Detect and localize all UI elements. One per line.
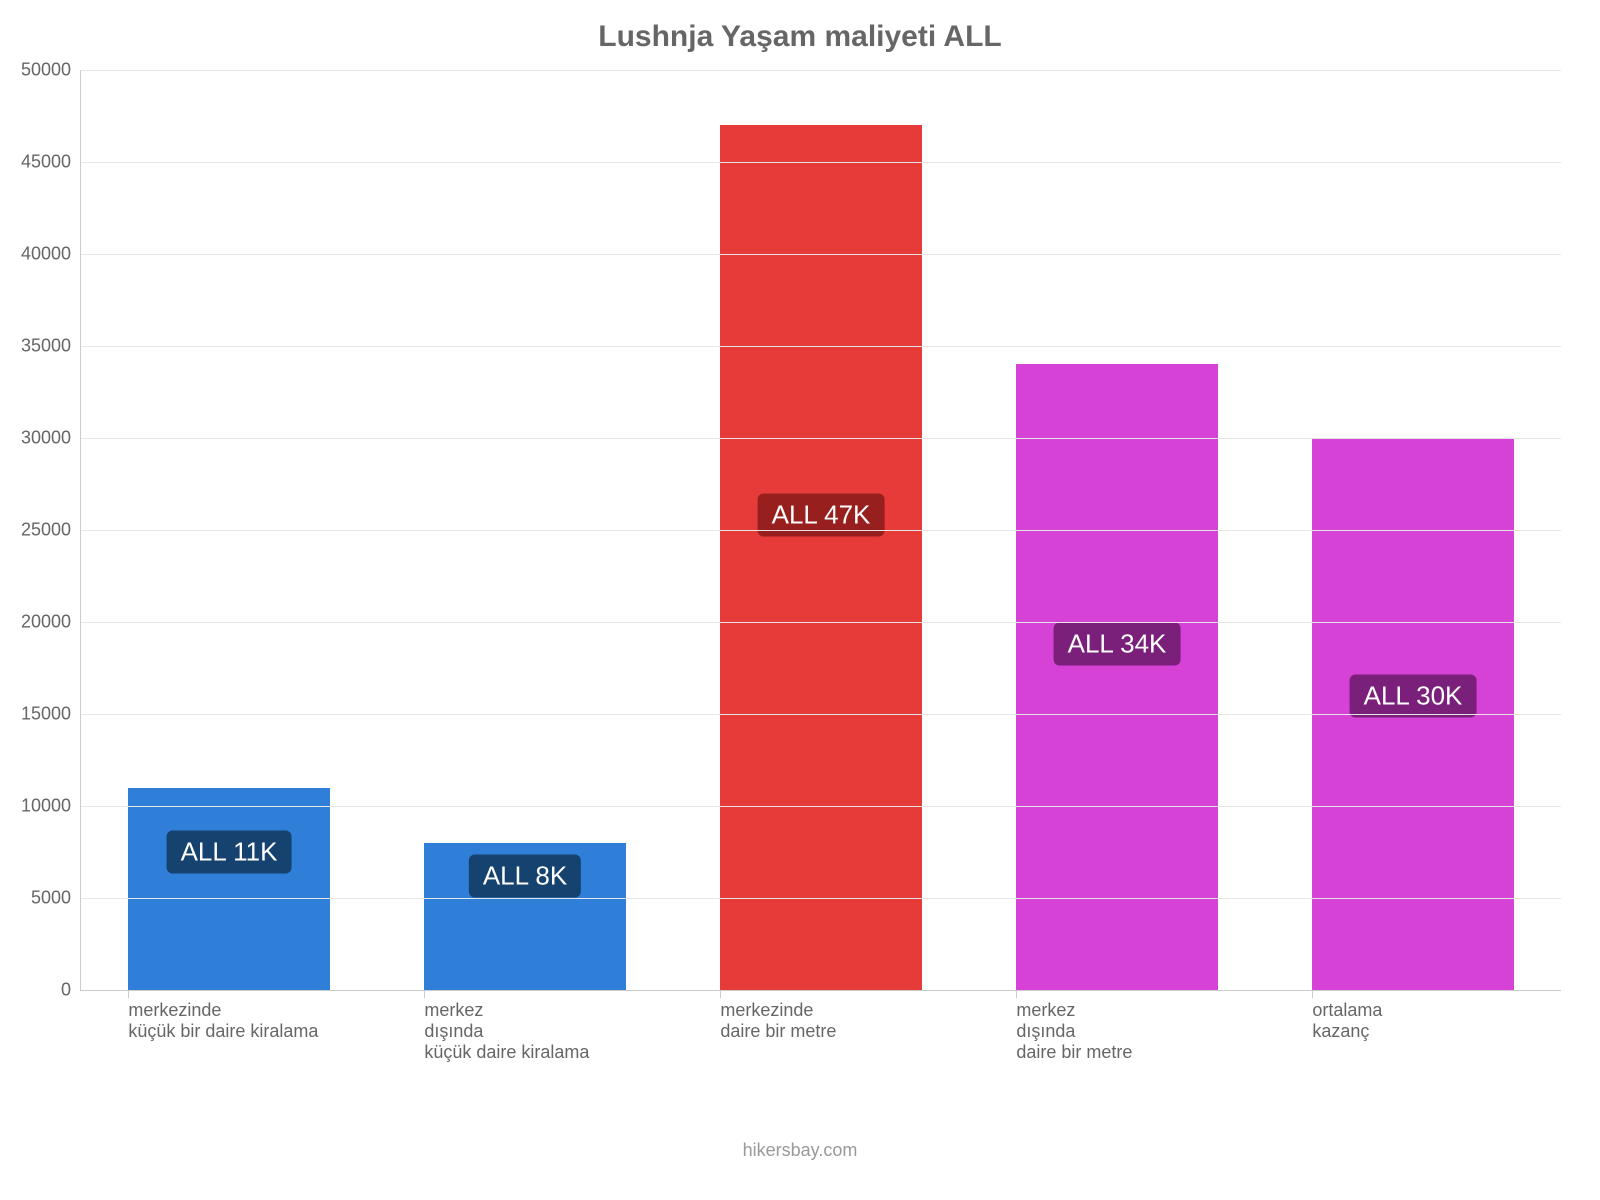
y-axis-tick-label: 30000 bbox=[21, 428, 81, 449]
chart-container: Lushnja Yaşam maliyeti ALL ALL 11K ALL 8K… bbox=[0, 0, 1600, 1200]
gridline bbox=[81, 806, 1561, 807]
x-axis-tick bbox=[1312, 990, 1313, 998]
gridline bbox=[81, 162, 1561, 163]
y-axis-tick-label: 20000 bbox=[21, 612, 81, 633]
x-axis-tick bbox=[128, 990, 129, 998]
y-axis-tick-label: 15000 bbox=[21, 704, 81, 725]
y-axis-tick-label: 40000 bbox=[21, 244, 81, 265]
y-axis-tick-label: 50000 bbox=[21, 60, 81, 81]
bar-rent_center_small bbox=[128, 788, 329, 990]
x-axis-tick bbox=[424, 990, 425, 998]
bar-price_outside_sqm bbox=[1016, 364, 1217, 990]
gridline bbox=[81, 438, 1561, 439]
bar-value-label-rent_outside_small: ALL 8K bbox=[469, 854, 581, 897]
y-axis-tick-label: 10000 bbox=[21, 796, 81, 817]
gridline bbox=[81, 530, 1561, 531]
gridline bbox=[81, 898, 1561, 899]
x-axis-label-price_center_sqm: merkezinde daire bir metre bbox=[720, 990, 1016, 1042]
y-axis-tick-label: 5000 bbox=[31, 888, 81, 909]
gridline bbox=[81, 622, 1561, 623]
y-axis-tick-label: 25000 bbox=[21, 520, 81, 541]
x-axis-tick bbox=[720, 990, 721, 998]
y-axis-tick-label: 0 bbox=[61, 980, 81, 1001]
x-axis-label-avg_income: ortalama kazanç bbox=[1312, 990, 1600, 1042]
plot-area: ALL 11KALL 8KALL 47KALL 34KALL 30K 05000… bbox=[80, 70, 1561, 991]
x-axis-label-price_outside_sqm: merkez dışında daire bir metre bbox=[1016, 990, 1312, 1063]
bar-value-label-price_outside_sqm: ALL 34K bbox=[1054, 623, 1181, 666]
chart-title: Lushnja Yaşam maliyeti ALL bbox=[0, 20, 1600, 54]
gridline bbox=[81, 346, 1561, 347]
y-axis-tick-label: 35000 bbox=[21, 336, 81, 357]
x-axis-label-rent_center_small: merkezinde küçük bir daire kiralama bbox=[128, 990, 424, 1042]
y-axis-tick-label: 45000 bbox=[21, 152, 81, 173]
gridline bbox=[81, 70, 1561, 71]
gridline bbox=[81, 254, 1561, 255]
x-axis-tick bbox=[1016, 990, 1017, 998]
gridline bbox=[81, 714, 1561, 715]
x-axis-label-rent_outside_small: merkez dışında küçük daire kiralama bbox=[424, 990, 720, 1063]
bar-value-label-avg_income: ALL 30K bbox=[1350, 674, 1477, 717]
bar-value-label-rent_center_small: ALL 11K bbox=[167, 831, 292, 874]
attribution-text: hikersbay.com bbox=[0, 1140, 1600, 1161]
